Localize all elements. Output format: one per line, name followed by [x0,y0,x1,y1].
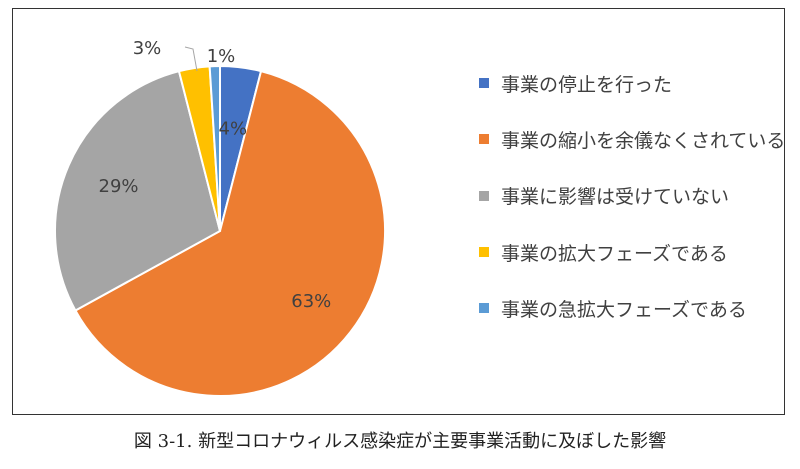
data-label: 1% [207,46,236,67]
data-label: 63% [291,291,331,312]
pie-chart: 4% 63% 29% 3% 1% [54,38,386,397]
data-label: 3% [133,38,162,59]
legend-label: 事業の拡大フェーズである [501,242,728,265]
legend-item: 事業の停止を行った [479,55,785,111]
pie-slice [208,64,221,232]
legend-swatch [479,190,489,201]
pie-slices [54,64,386,397]
legend-swatch [479,247,489,258]
legend-item: 事業に影響は受けていない [479,168,785,224]
legend-label: 事業の縮小を余儀なくされている [501,129,786,152]
pie-slice [74,69,386,397]
leader-line [184,46,198,72]
data-label: 4% [219,119,248,140]
pie-data-labels: 4% 63% 29% 3% 1% [99,38,332,312]
chart-area: 4% 63% 29% 3% 1% 事業の停止を行った 事業の縮小を余儀なくされている 事… [12,8,785,415]
data-label: 29% [99,176,139,197]
legend-label: 事業に影響は受けていない [501,186,730,209]
legend-item: 事業の急拡大フェーズである [479,280,785,336]
legend-swatch [479,78,489,89]
legend-label: 事業の急拡大フェーズである [501,298,747,321]
legend-swatch [479,303,489,314]
legend-item: 事業の拡大フェーズである [479,224,785,280]
pie-slice [54,69,222,312]
legend-swatch [479,134,489,145]
legend-item: 事業の縮小を余儀なくされている [479,111,785,167]
figure-caption: 図 3-1. 新型コロナウィルス感染症が主要事業活動に及ぼした影響 [133,431,667,452]
legend: 事業の停止を行った 事業の縮小を余儀なくされている 事業に影響は受けていない 事… [479,55,785,336]
legend-label: 事業の停止を行った [501,73,673,96]
